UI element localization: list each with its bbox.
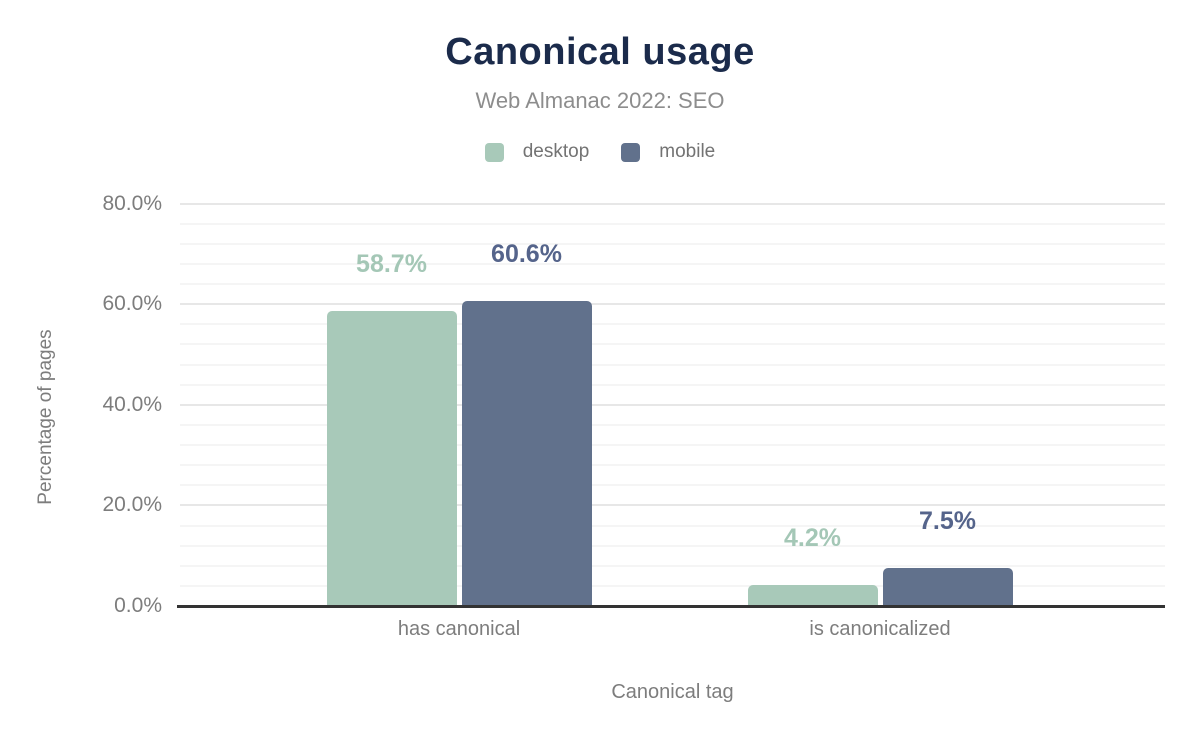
- y-tick-label: 80.0%: [102, 191, 162, 215]
- gridline-minor: [180, 584, 1165, 587]
- plot-area: 58.7% 60.6% 4.2% 7.5%: [180, 190, 1165, 606]
- legend-item-desktop: desktop: [484, 141, 590, 163]
- legend-swatch-mobile: [621, 142, 641, 162]
- gridline-major: [180, 202, 1165, 205]
- value-label-mobile-is-canonicalized: 7.5%: [919, 507, 976, 536]
- gridline-minor: [180, 242, 1165, 245]
- gridline-minor: [180, 262, 1165, 265]
- gridline-major: [180, 303, 1165, 306]
- chart-subtitle: Web Almanac 2022: SEO: [475, 88, 725, 113]
- legend-label-desktop: desktop: [522, 141, 590, 162]
- gridline-major: [180, 403, 1165, 406]
- x-tick-label-is-canonicalized: is canonicalized: [809, 618, 951, 640]
- gridline-minor: [180, 423, 1165, 426]
- y-tick-label: 60.0%: [102, 292, 162, 316]
- gridline-minor: [180, 283, 1165, 285]
- gridline-minor: [180, 464, 1165, 467]
- chart-title: Canonical usage: [445, 31, 755, 73]
- value-label-desktop-is-canonicalized: 4.2%: [784, 523, 841, 552]
- legend-label-mobile: mobile: [659, 141, 716, 162]
- legend-item-mobile: mobile: [621, 141, 715, 163]
- gridline-minor: [180, 222, 1165, 225]
- y-tick-label: 20.0%: [102, 493, 162, 517]
- x-axis-line: [177, 605, 1165, 608]
- value-label-mobile-has-canonical: 60.6%: [491, 240, 562, 269]
- x-axis-title: Canonical tag: [611, 681, 734, 703]
- gridline-minor: [180, 484, 1165, 487]
- bar-desktop-has-canonical: [326, 310, 457, 606]
- gridline-minor: [180, 323, 1165, 326]
- legend: desktop mobile: [0, 141, 1200, 163]
- gridline-minor: [180, 383, 1165, 386]
- x-tick-label-has-canonical: has canonical: [397, 618, 521, 640]
- bar-mobile-has-canonical: [461, 301, 592, 606]
- legend-swatch-desktop: [484, 142, 504, 162]
- gridline-minor: [180, 524, 1165, 527]
- y-tick-label: 40.0%: [102, 392, 162, 416]
- gridline-minor: [180, 564, 1165, 567]
- gridline-minor: [180, 343, 1165, 346]
- gridline-minor: [180, 444, 1165, 446]
- value-label-desktop-has-canonical: 58.7%: [356, 249, 427, 278]
- bar-mobile-is-canonicalized: [882, 568, 1013, 606]
- gridline-minor: [180, 544, 1165, 547]
- gridline-major: [180, 504, 1165, 507]
- y-tick-label: 0.0%: [114, 594, 162, 617]
- bar-desktop-is-canonicalized: [747, 584, 878, 606]
- gridline-minor: [180, 363, 1165, 366]
